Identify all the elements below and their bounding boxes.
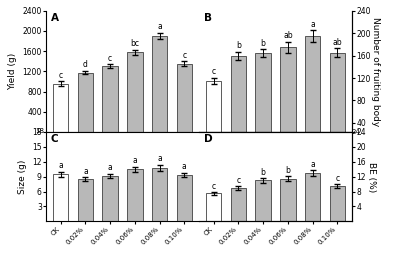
Text: a: a [310, 20, 315, 29]
Bar [330, 186, 345, 221]
Bar [305, 36, 320, 132]
Bar [127, 52, 142, 132]
Text: d: d [83, 60, 88, 69]
Bar [102, 66, 118, 132]
Text: a: a [108, 163, 112, 173]
Text: a: a [157, 154, 162, 163]
Bar [152, 36, 167, 132]
Text: 18: 18 [36, 128, 44, 134]
Bar [256, 53, 271, 132]
Text: c: c [236, 176, 240, 185]
Bar [78, 179, 93, 221]
Bar [127, 169, 142, 221]
Text: 24: 24 [352, 129, 361, 135]
Text: c: c [182, 51, 186, 60]
Text: A: A [50, 13, 58, 23]
Bar [102, 176, 118, 221]
Bar [206, 81, 221, 132]
Text: ab: ab [283, 31, 293, 40]
Bar [177, 175, 192, 221]
Text: b: b [261, 39, 266, 48]
Y-axis label: BE (%): BE (%) [366, 161, 376, 192]
Text: a: a [182, 163, 187, 171]
Text: B: B [204, 13, 212, 23]
Bar [280, 47, 296, 132]
Text: bc: bc [130, 39, 139, 48]
Bar [177, 63, 192, 132]
Bar [53, 84, 68, 132]
Text: b: b [236, 41, 241, 50]
Bar [53, 174, 68, 221]
Text: a: a [83, 167, 88, 176]
Bar [305, 173, 320, 221]
Text: C: C [50, 134, 58, 144]
Text: b: b [286, 166, 290, 175]
Text: c: c [335, 174, 340, 183]
Text: c: c [58, 71, 63, 80]
Text: a: a [310, 160, 315, 169]
Text: D: D [204, 134, 212, 144]
Bar [206, 193, 221, 221]
Y-axis label: Number of fruiting body: Number of fruiting body [371, 17, 380, 126]
Text: c: c [212, 182, 216, 191]
Bar [256, 180, 271, 221]
Y-axis label: Size (g): Size (g) [18, 160, 27, 194]
Bar [280, 178, 296, 221]
Text: c: c [108, 54, 112, 63]
Text: a: a [132, 156, 137, 166]
Y-axis label: Yield (g): Yield (g) [8, 53, 17, 90]
Bar [152, 168, 167, 221]
Text: ab: ab [332, 38, 342, 47]
Bar [78, 73, 93, 132]
Text: b: b [261, 168, 266, 177]
Text: c: c [212, 67, 216, 76]
Bar [231, 188, 246, 221]
Bar [231, 56, 246, 132]
Text: a: a [157, 22, 162, 31]
Bar [330, 53, 345, 132]
Text: a: a [58, 161, 63, 170]
